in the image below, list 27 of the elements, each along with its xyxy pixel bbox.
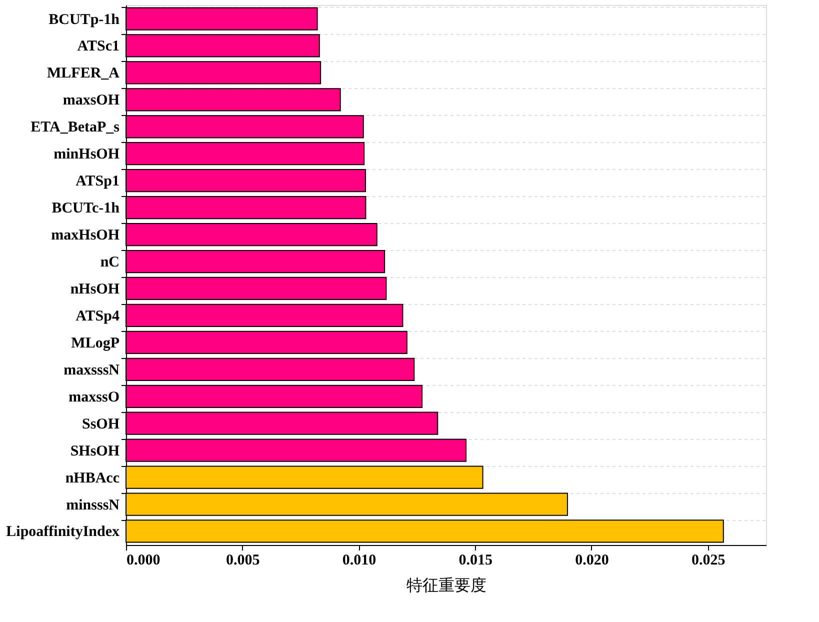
y-tick-label: maxssO <box>68 389 120 406</box>
y-tick-label: nHsOH <box>70 281 120 298</box>
y-tick-label: ETA_BetaP_s <box>30 120 120 136</box>
y-tick-label: nHBAcc <box>65 470 120 486</box>
y-tick-label: BCUTp-1h <box>48 12 120 28</box>
y-tick-label: ATSp4 <box>76 308 120 324</box>
y-tick-label: maxHsOH <box>51 228 120 244</box>
x-tick-label: 0.010 <box>342 552 376 568</box>
x-tick-label: 0.000 <box>126 552 160 568</box>
y-tick-label: LipoaffinityIndex <box>6 524 120 540</box>
x-tick-label: 0.005 <box>226 552 260 568</box>
y-tick-label: SsOH <box>82 416 120 432</box>
y-tick-label: minsssN <box>66 497 120 514</box>
x-tick-label: 0.015 <box>458 552 492 568</box>
y-tick-label: MLFER_A <box>47 66 120 82</box>
y-tick-label: MLogP <box>71 335 120 352</box>
y-tick-label: BCUTc-1h <box>52 200 120 217</box>
y-tick-label: maxsOH <box>62 92 120 109</box>
x-tick-label: 0.020 <box>575 552 609 568</box>
y-tick-label: nC <box>100 254 120 271</box>
x-tick-label: 0.025 <box>691 552 726 568</box>
y-tick-label: SHsOH <box>70 443 120 460</box>
x-axis-title: 特征重要度 <box>406 576 486 594</box>
y-tick-label: ATSc1 <box>77 38 120 55</box>
y-tick-label: maxsssN <box>64 362 120 378</box>
y-tick-label: ATSp1 <box>76 174 120 190</box>
y-tick-label: minHsOH <box>54 146 120 163</box>
